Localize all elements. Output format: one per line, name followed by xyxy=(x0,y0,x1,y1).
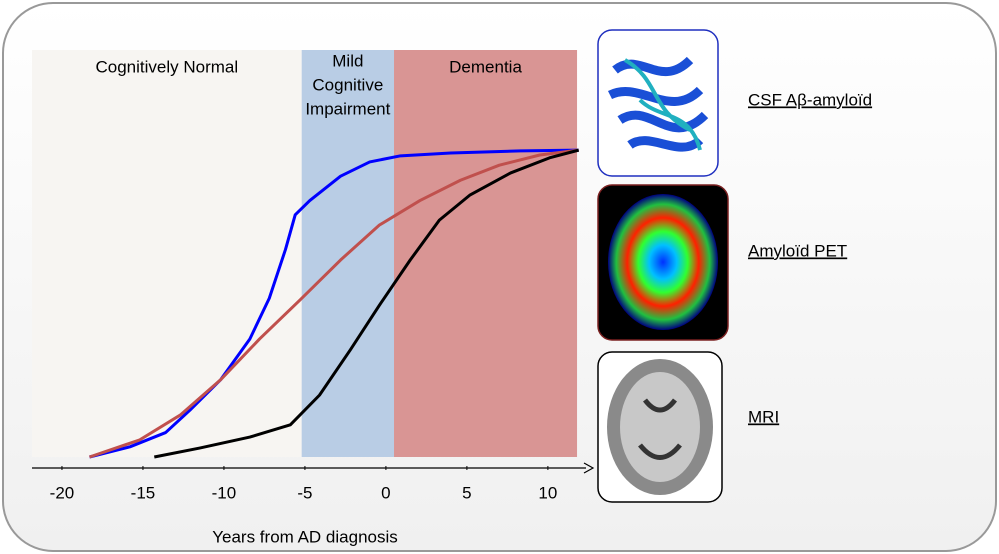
x-tick-label: -20 xyxy=(50,483,75,502)
series-line xyxy=(89,148,579,459)
x-tick-label: 0 xyxy=(381,483,390,502)
x-axis-label: Years from AD diagnosis xyxy=(212,527,398,546)
legend-link[interactable]: CSF Aβ-amyloïd xyxy=(748,90,872,109)
series-line xyxy=(153,148,580,459)
pet-image xyxy=(597,184,729,341)
x-tick-label: -10 xyxy=(212,483,237,502)
series-line xyxy=(89,148,579,459)
x-tick-label: -5 xyxy=(297,483,312,502)
csf-image xyxy=(597,29,719,177)
x-tick-label: 10 xyxy=(538,483,557,502)
phase-label: Dementia xyxy=(449,57,522,76)
x-tick-label: -15 xyxy=(131,483,156,502)
legend-link[interactable]: MRI xyxy=(748,407,779,426)
phase-label: Impairment xyxy=(305,99,390,118)
phase-band xyxy=(394,50,578,457)
phase-label: Cognitive xyxy=(312,75,383,94)
legend-link[interactable]: Amyloïd PET xyxy=(748,241,847,260)
phase-label: Cognitively Normal xyxy=(96,57,239,76)
mri-image xyxy=(597,351,723,503)
x-axis-arrow xyxy=(583,462,595,474)
phase-label: Mild xyxy=(332,51,363,70)
phase-band xyxy=(32,50,302,457)
x-tick-label: 5 xyxy=(462,483,471,502)
